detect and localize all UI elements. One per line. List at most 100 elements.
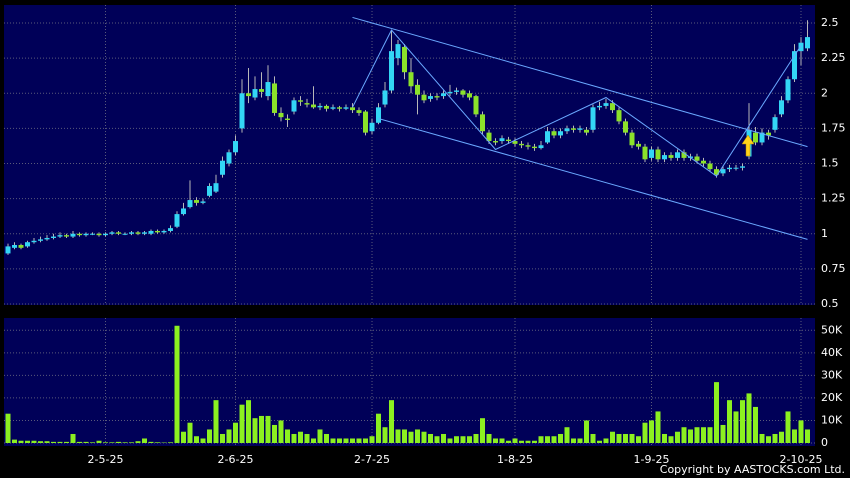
- y-tick-label: 0: [821, 436, 828, 449]
- volume-bar: [213, 400, 219, 443]
- candle-body: [18, 245, 24, 248]
- candle-body: [252, 89, 258, 98]
- volume-bar: [44, 441, 50, 443]
- candle-body: [597, 105, 602, 108]
- candle-body: [207, 186, 212, 196]
- volume-bar: [155, 442, 160, 443]
- volume-bar: [733, 411, 739, 443]
- volume-bar: [564, 427, 570, 443]
- volume-bar: [493, 438, 498, 443]
- candle-body: [25, 242, 30, 247]
- copyright: Copyright by AASTOCKS.com Ltd.: [660, 463, 845, 476]
- volume-bar: [766, 436, 771, 443]
- trend-line: [378, 118, 808, 240]
- volume-bar: [402, 429, 407, 443]
- volume-bar: [759, 433, 765, 443]
- x-tick-label: 2-5-25: [88, 453, 124, 466]
- y-tick-label: 1.5: [821, 157, 839, 170]
- volume-bar: [720, 424, 726, 443]
- candle-body: [194, 200, 199, 203]
- volume-bar: [207, 429, 212, 443]
- candle-body: [785, 79, 791, 101]
- candle-body: [311, 104, 316, 108]
- candle-body: [285, 118, 290, 120]
- candle-body: [337, 107, 342, 109]
- candle-body: [369, 122, 375, 132]
- volume-bar: [226, 429, 232, 443]
- candle-body: [642, 146, 648, 160]
- candle-body: [291, 100, 297, 112]
- candle-body: [707, 163, 713, 170]
- x-tick-label: 2-6-25: [218, 453, 254, 466]
- candle-body: [460, 90, 466, 95]
- candle-body: [356, 110, 362, 113]
- volume-bar: [714, 382, 719, 443]
- candle-body: [649, 149, 654, 158]
- volume-bar: [272, 424, 277, 443]
- volume-bar: [642, 422, 648, 443]
- volume-bar: [662, 433, 667, 443]
- candle-body: [454, 90, 459, 92]
- volume-bar: [220, 433, 225, 443]
- candle-body: [57, 235, 63, 237]
- volume-bar: [792, 429, 797, 443]
- x-tick-label: 2-10-25: [780, 453, 823, 466]
- candle-body: [720, 169, 726, 174]
- volume-bar: [408, 431, 414, 443]
- candle-body: [610, 103, 615, 111]
- volume-bar: [298, 431, 303, 443]
- candle-body: [51, 236, 56, 238]
- volume-bar: [38, 441, 43, 443]
- volume-bar: [525, 440, 531, 443]
- x-tick-label: 1-9-25: [634, 453, 670, 466]
- candle-body: [623, 121, 628, 133]
- x-tick-label: 2-7-25: [354, 453, 390, 466]
- candle-body: [103, 233, 108, 236]
- volume-bar: [135, 441, 141, 443]
- y-tick-label: 1.75: [821, 121, 846, 134]
- candle-body: [434, 96, 440, 98]
- volume-bar: [668, 436, 674, 443]
- candle-body: [564, 128, 570, 132]
- candle-body: [109, 232, 115, 234]
- y-tick-label: 10K: [821, 413, 843, 426]
- volume-bar: [688, 429, 693, 443]
- candle-body: [96, 233, 102, 236]
- y-tick-label: 0.75: [821, 262, 846, 275]
- candle-body: [376, 107, 381, 123]
- candle-body: [512, 141, 518, 144]
- trend-line: [352, 29, 802, 177]
- volume-bar: [389, 400, 394, 443]
- candle-body: [486, 132, 492, 142]
- y-tick-label: 40K: [821, 346, 843, 359]
- candle-body: [174, 214, 180, 227]
- volume-bar: [532, 440, 537, 443]
- volume-bar: [753, 406, 758, 443]
- candle-body: [408, 72, 414, 87]
- candle-body: [694, 156, 700, 161]
- volume-bar: [707, 427, 713, 443]
- volume-bars: [5, 325, 810, 443]
- volume-bar: [421, 431, 427, 443]
- candle-body: [31, 240, 37, 243]
- candle-body: [5, 246, 11, 254]
- volume-bar: [116, 441, 121, 443]
- candle-body: [590, 107, 596, 130]
- volume-bar: [519, 440, 524, 443]
- volume-bar: [70, 433, 76, 443]
- candle-body: [519, 143, 524, 146]
- volume-bar: [246, 400, 251, 443]
- volume-bar: [304, 433, 310, 443]
- candle-body: [558, 131, 563, 136]
- volume-bar: [545, 436, 550, 443]
- volume-bar: [77, 441, 82, 443]
- y-tick-label: 20K: [821, 391, 843, 404]
- volume-bar: [148, 441, 154, 443]
- volume-bar: [694, 427, 700, 443]
- candle-body: [577, 128, 583, 130]
- candle-body: [220, 160, 225, 175]
- candle-body: [272, 83, 277, 113]
- volume-bar: [434, 436, 440, 443]
- candle-body: [142, 232, 147, 234]
